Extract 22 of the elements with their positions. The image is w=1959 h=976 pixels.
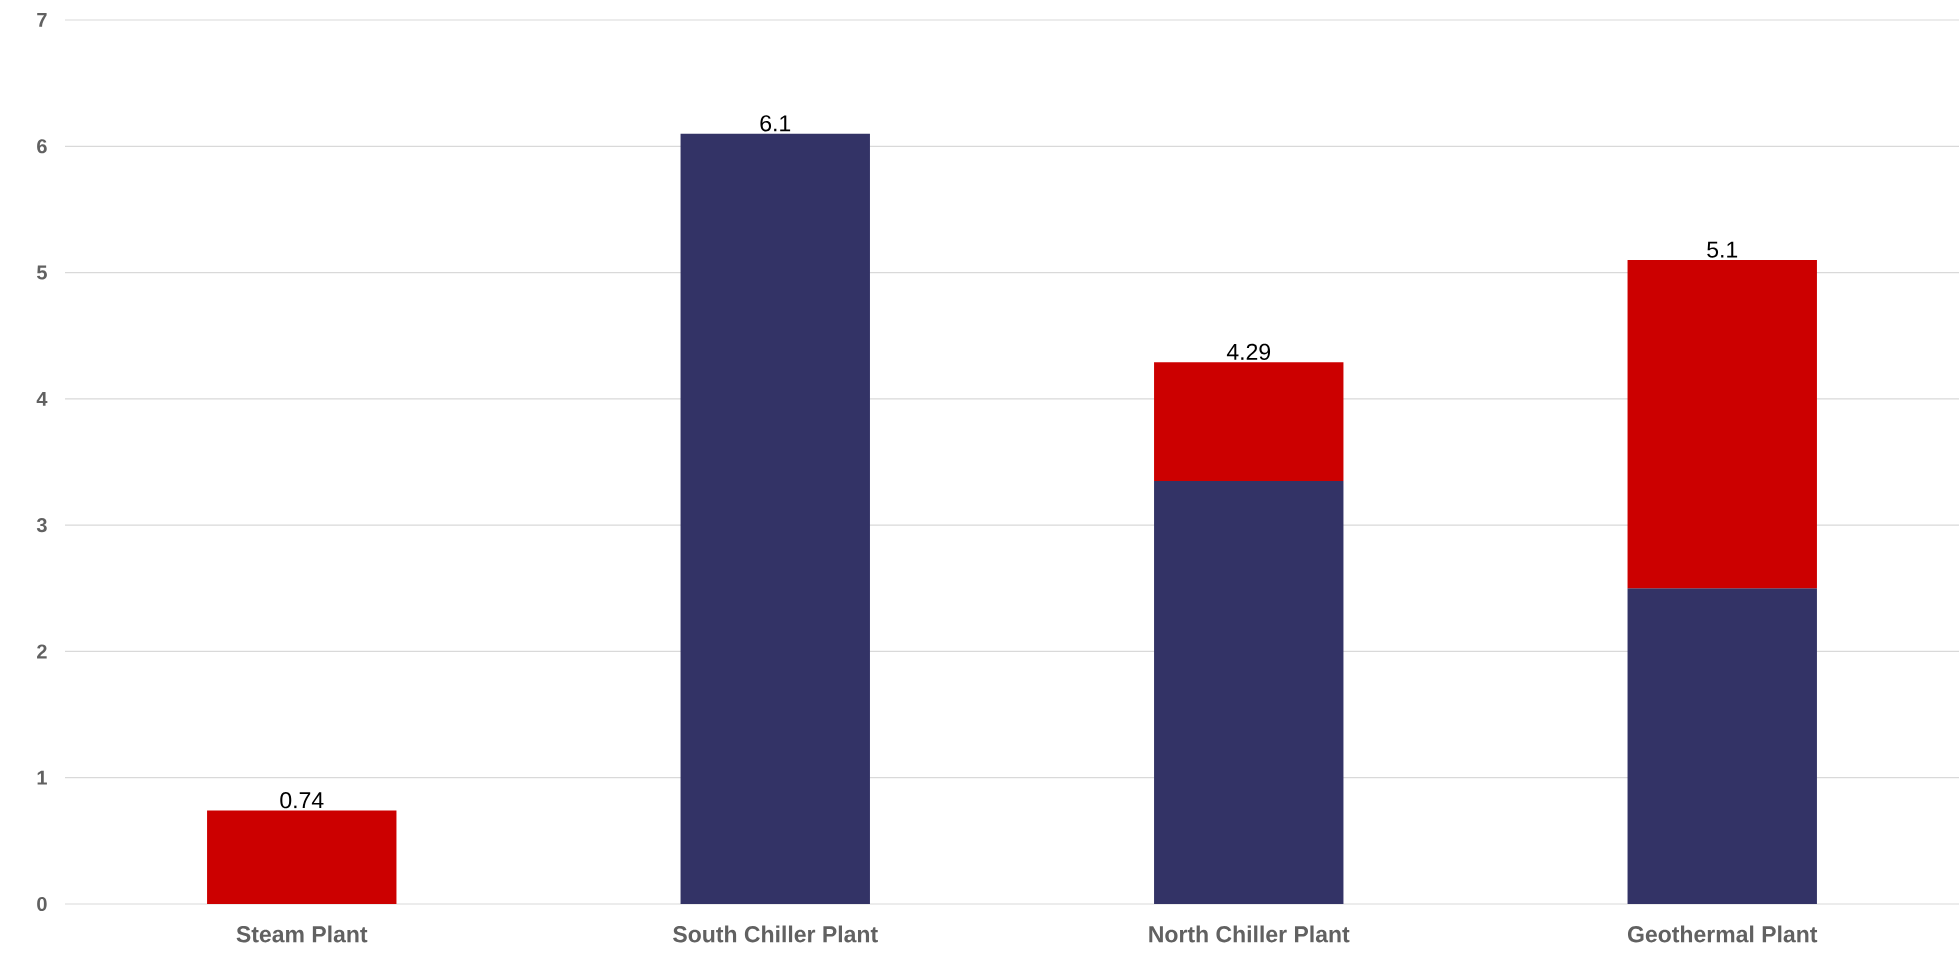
x-tick-label: North Chiller Plant [1149,925,1350,943]
bar [1627,259,1817,589]
y-tick-label: 5 [36,265,47,280]
bar [1627,588,1817,904]
y-tick-label: 7 [37,13,47,27]
y-tick-label: 0 [37,896,47,912]
bar [680,133,870,904]
x-tick-label: Geothermal Plant [1627,925,1818,943]
y-tick-label: 2 [37,644,47,659]
y-tick-label: 1 [37,770,47,785]
bar [207,810,397,904]
x-tick-label: Steam Plant [236,925,368,943]
y-tick-label: 4 [36,391,48,406]
total-label: 6.1 [760,115,791,132]
total-label: 5.1 [1707,241,1738,258]
x-tick-label: South Chiller Plant [673,925,878,943]
y-tick-label: 3 [36,518,47,533]
bar [1154,480,1344,904]
total-label: 0.74 [280,792,324,809]
total-label: 4.29 [1226,343,1271,361]
bar [1154,362,1344,481]
y-tick-label: 6 [37,139,47,154]
